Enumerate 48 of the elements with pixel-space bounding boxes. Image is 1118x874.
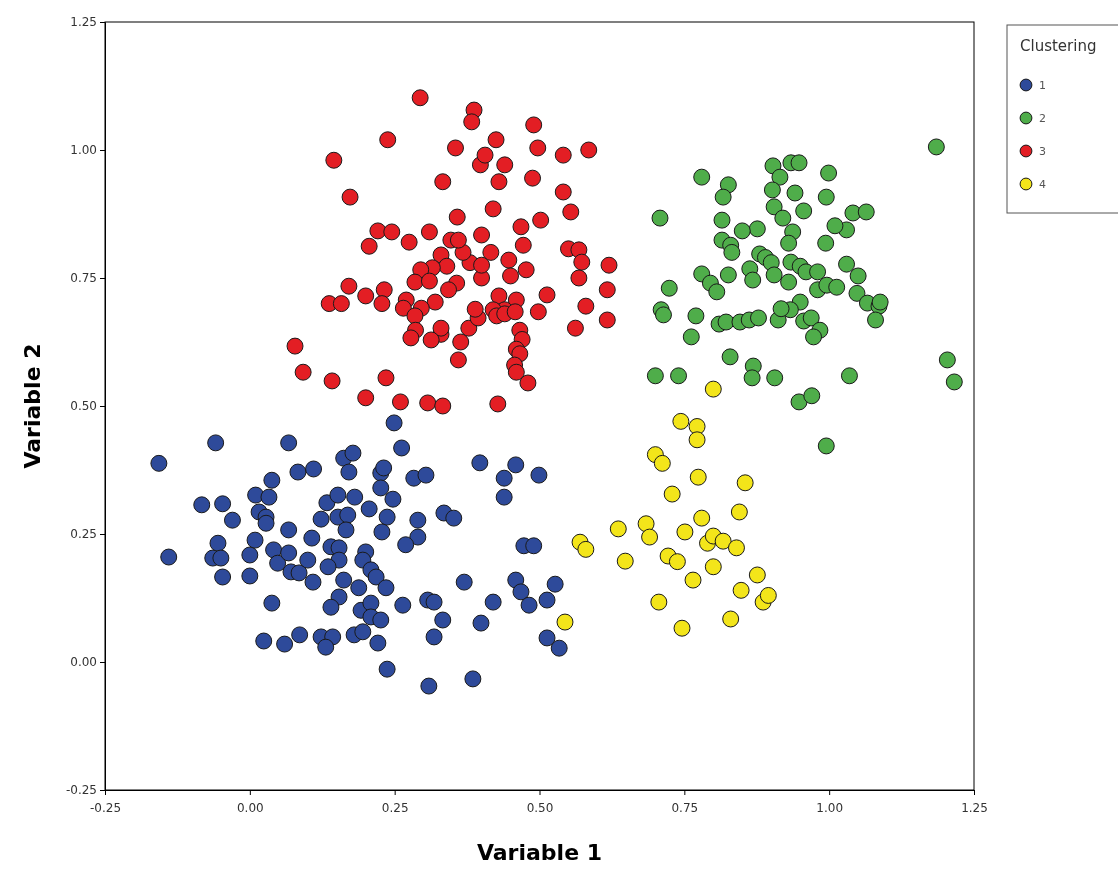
point xyxy=(689,468,707,486)
legend-label: 4 xyxy=(1039,178,1046,191)
point xyxy=(641,528,659,546)
point xyxy=(673,619,691,637)
legend-label: 1 xyxy=(1039,79,1046,92)
point xyxy=(736,474,754,492)
x-tick-label: 0.75 xyxy=(671,801,699,816)
point xyxy=(672,412,690,430)
point xyxy=(684,571,702,589)
x-tick-label: 0.50 xyxy=(526,801,554,816)
y-axis-title: Variable 2 xyxy=(20,343,45,469)
y-tick-label: 1.00 xyxy=(70,143,97,158)
point xyxy=(609,520,627,538)
point xyxy=(676,523,694,541)
x-tick-label: 0.25 xyxy=(381,801,409,816)
point xyxy=(556,613,574,631)
x-tick-label: -0.25 xyxy=(89,801,122,816)
point xyxy=(688,431,706,449)
point xyxy=(577,540,595,558)
legend-label: 2 xyxy=(1039,112,1046,125)
y-tick-label: 0.50 xyxy=(70,399,97,414)
point xyxy=(653,454,671,472)
point xyxy=(668,553,686,571)
point xyxy=(722,610,740,628)
y-tick-label: 0.00 xyxy=(70,655,97,670)
point xyxy=(637,515,655,533)
y-tick-label: -0.25 xyxy=(65,783,97,798)
y-tick-label: 0.25 xyxy=(70,527,97,542)
x-tick-label: 0.00 xyxy=(236,801,264,816)
legend-title: Clustering xyxy=(1020,37,1097,55)
point xyxy=(663,485,681,503)
point xyxy=(759,586,777,604)
point xyxy=(730,503,748,521)
y-tick-label: 1.25 xyxy=(70,15,97,30)
point xyxy=(727,539,745,557)
point xyxy=(650,593,668,611)
point xyxy=(732,581,750,599)
x-axis-title: Variable 1 xyxy=(476,840,603,865)
x-tick-label: 1.00 xyxy=(816,801,844,816)
point xyxy=(704,380,722,398)
point xyxy=(748,566,766,584)
point xyxy=(704,558,722,576)
legend-label: 3 xyxy=(1039,145,1046,158)
y-tick-label: 0.75 xyxy=(70,271,97,286)
point xyxy=(616,552,634,570)
x-tick-label: 1.25 xyxy=(961,801,988,816)
point xyxy=(693,509,711,527)
point xyxy=(714,532,732,550)
